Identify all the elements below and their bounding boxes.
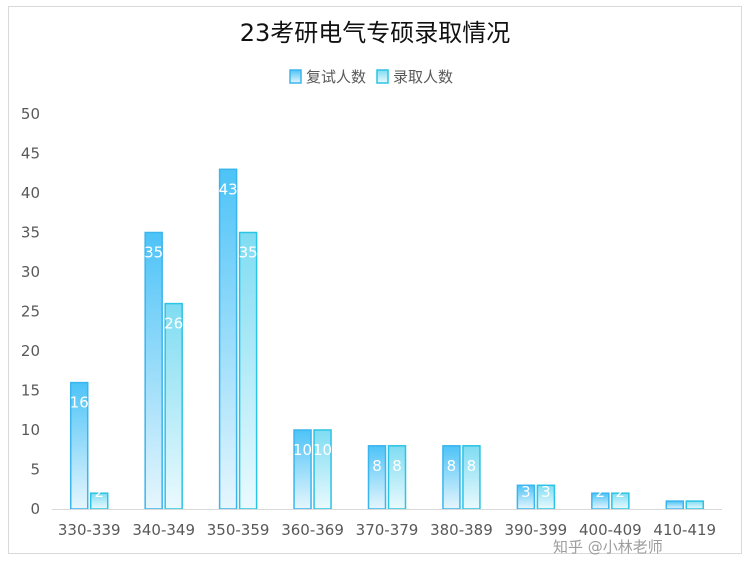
- y-tick-label: 5: [30, 461, 40, 479]
- x-tick-label: 370-379: [356, 521, 419, 539]
- data-label-series-1-350-359: 43: [219, 180, 238, 198]
- data-label-series-2-400-409: 2: [616, 483, 626, 501]
- x-tick-label: 410-419: [653, 521, 716, 539]
- x-tick-label: 330-339: [58, 521, 121, 539]
- data-label-series-1-330-339: 16: [70, 394, 89, 412]
- data-label-series-1-370-379: 8: [372, 457, 382, 475]
- data-label-series-2-340-349: 26: [164, 315, 183, 333]
- y-tick-label: 35: [21, 224, 40, 242]
- y-tick-label: 25: [21, 303, 40, 321]
- y-tick-label: 50: [21, 105, 40, 123]
- bar-series-2-350-359[interactable]: [238, 231, 258, 510]
- data-label-series-1-380-389: 8: [447, 457, 457, 475]
- y-tick-label: 45: [21, 145, 40, 163]
- bar-series-1-370-379[interactable]: [367, 445, 387, 510]
- chart-title: 23考研电气专硕录取情况: [240, 19, 511, 47]
- data-label-series-1-410-419: 1: [670, 484, 680, 502]
- y-axis: 0 5 10 15 20 25 30 35 40 45 50: [21, 105, 40, 518]
- bar-series-2-380-389[interactable]: [462, 445, 481, 510]
- data-label-series-1-340-349: 35: [144, 244, 163, 262]
- x-tick-label: 350-359: [207, 521, 270, 539]
- y-tick-label: 0: [30, 500, 40, 518]
- legend-swatch-series-1[interactable]: [289, 69, 302, 84]
- legend-swatch-series-2[interactable]: [376, 69, 389, 84]
- bar-series-1-350-359[interactable]: [218, 168, 238, 510]
- bar-series-2-410-419[interactable]: [685, 500, 705, 510]
- bar-series-2-340-349[interactable]: [164, 302, 183, 510]
- bar-series-1-410-419[interactable]: [665, 500, 685, 510]
- bar-series-1-340-349[interactable]: [144, 231, 163, 510]
- y-tick-label: 30: [21, 263, 40, 281]
- y-tick-label: 10: [21, 421, 40, 439]
- x-tick-label: 400-409: [579, 521, 642, 539]
- bar-series-2-370-379[interactable]: [387, 445, 407, 510]
- data-label-series-2-350-359: 35: [239, 244, 258, 262]
- x-tick-label: 340-349: [132, 521, 195, 539]
- watermark: 知乎 @小林老师: [553, 538, 663, 556]
- y-tick-label: 20: [21, 342, 40, 360]
- bar-series-1-380-389[interactable]: [442, 445, 461, 510]
- data-label-series-1-360-369: 10: [293, 441, 312, 459]
- data-label-series-2-360-369: 10: [313, 441, 332, 459]
- y-tick-label: 40: [21, 184, 40, 202]
- data-label-series-1-390-399: 3: [521, 483, 531, 501]
- data-label-series-2-330-339: 2: [94, 483, 104, 501]
- legend-label-series-2[interactable]: 录取人数: [393, 68, 453, 86]
- x-tick-label: 380-389: [430, 521, 493, 539]
- x-tick-label: 390-399: [505, 521, 568, 539]
- y-tick-label: 15: [21, 382, 40, 400]
- x-axis: 330-339 340-349 350-359 360-369 370-379 380-3…: [52, 509, 722, 539]
- data-label-series-1-400-409: 2: [596, 483, 606, 501]
- legend-label-series-1[interactable]: 复试人数: [306, 68, 366, 86]
- x-tick-label: 360-369: [281, 521, 344, 539]
- data-label-series-2-370-379: 8: [392, 457, 402, 475]
- data-label-series-2-390-399: 3: [541, 483, 551, 501]
- data-label-series-2-410-419: 1: [690, 484, 700, 502]
- legend: 复试人数 录取人数: [289, 68, 453, 86]
- data-label-series-2-380-389: 8: [467, 457, 477, 475]
